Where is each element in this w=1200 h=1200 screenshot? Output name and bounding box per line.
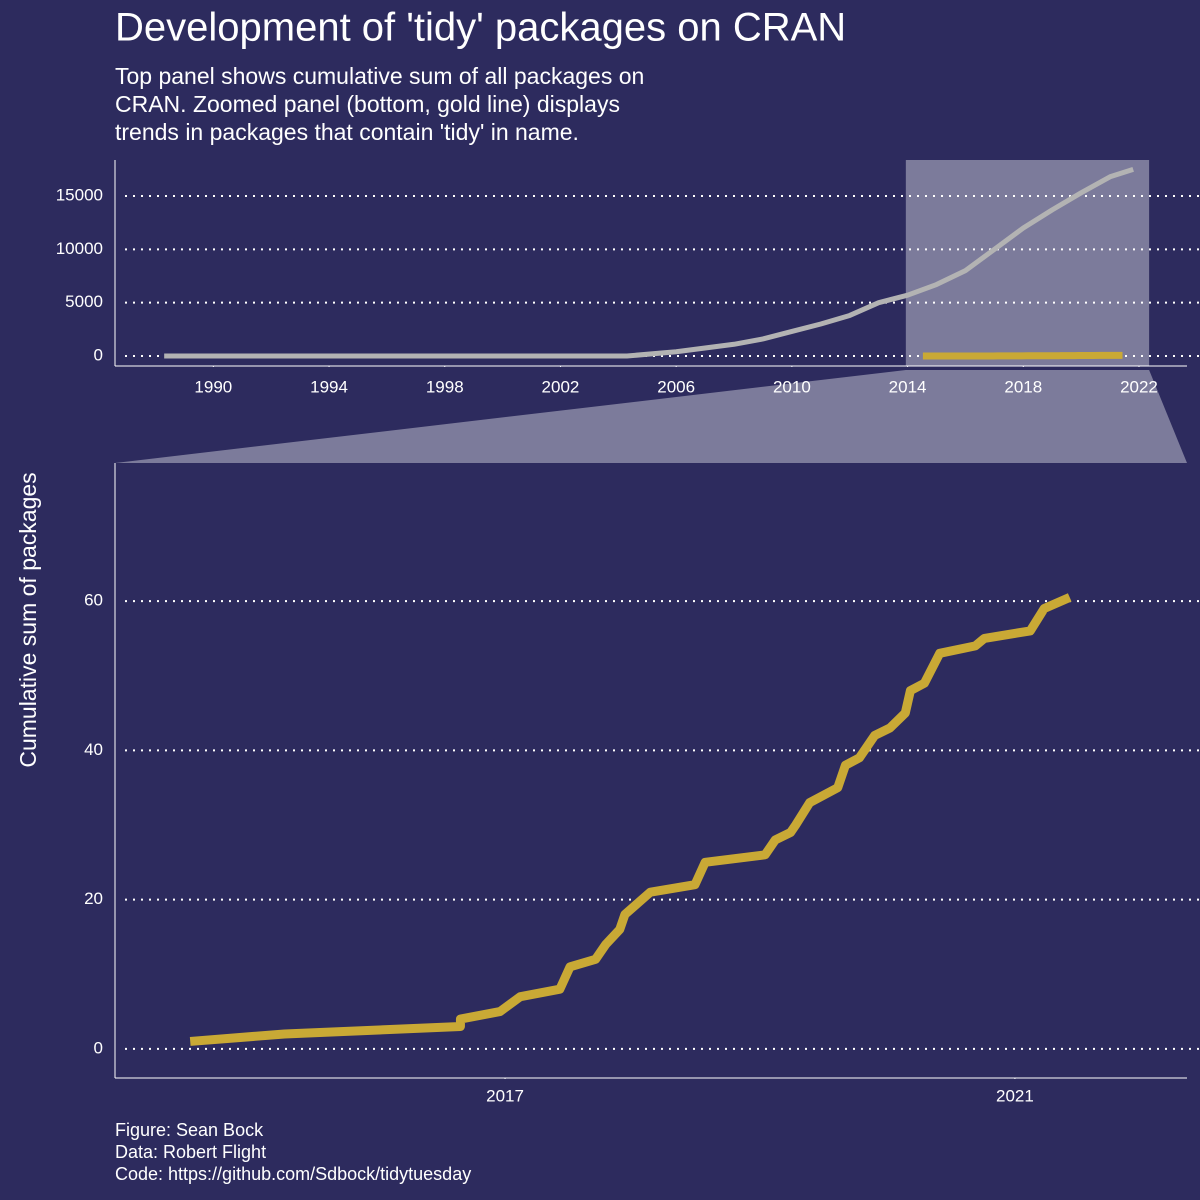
y-tick-label: 5000 xyxy=(65,292,103,311)
x-tick-label: 2018 xyxy=(1004,377,1042,396)
line xyxy=(922,351,1123,360)
subtitle: trends in packages that contain 'tidy' i… xyxy=(115,119,579,145)
x-tick-label: 2010 xyxy=(773,377,811,396)
caption: Data: Robert Flight xyxy=(115,1142,266,1162)
y-tick-label: 20 xyxy=(84,889,103,908)
line xyxy=(164,166,1134,359)
x-tick-label: 2006 xyxy=(657,377,695,396)
caption: Figure: Sean Bock xyxy=(115,1120,264,1140)
x-tick-label: 1994 xyxy=(310,377,348,396)
x-tick-label: 1998 xyxy=(426,377,464,396)
x-tick-label: 2014 xyxy=(889,377,927,396)
y-tick-label: 40 xyxy=(84,740,103,759)
subtitle: Top panel shows cumulative sum of all pa… xyxy=(115,63,644,89)
y-tick-label: 10000 xyxy=(56,239,103,258)
subtitle: CRAN. Zoomed panel (bottom, gold line) d… xyxy=(115,91,620,117)
y-tick-label: 60 xyxy=(84,591,103,610)
x-tick-label: 2022 xyxy=(1120,377,1158,396)
chart-title: Development of 'tidy' packages on CRAN xyxy=(115,6,846,50)
y-tick-label: 0 xyxy=(94,1038,103,1057)
zoom-window xyxy=(905,160,1150,366)
x-tick-label: 2002 xyxy=(542,377,580,396)
zoom-connector xyxy=(115,370,1187,463)
x-tick-label: 1990 xyxy=(194,377,232,396)
y-axis-label: Cumulative sum of packages xyxy=(15,472,41,767)
y-tick-label: 0 xyxy=(94,345,103,364)
x-tick-label: 2017 xyxy=(486,1086,524,1105)
line xyxy=(189,593,1072,1046)
y-tick-label: 15000 xyxy=(56,185,103,204)
x-tick-label: 2021 xyxy=(996,1086,1034,1105)
caption: Code: https://github.com/Sdbock/tidytues… xyxy=(115,1164,471,1184)
